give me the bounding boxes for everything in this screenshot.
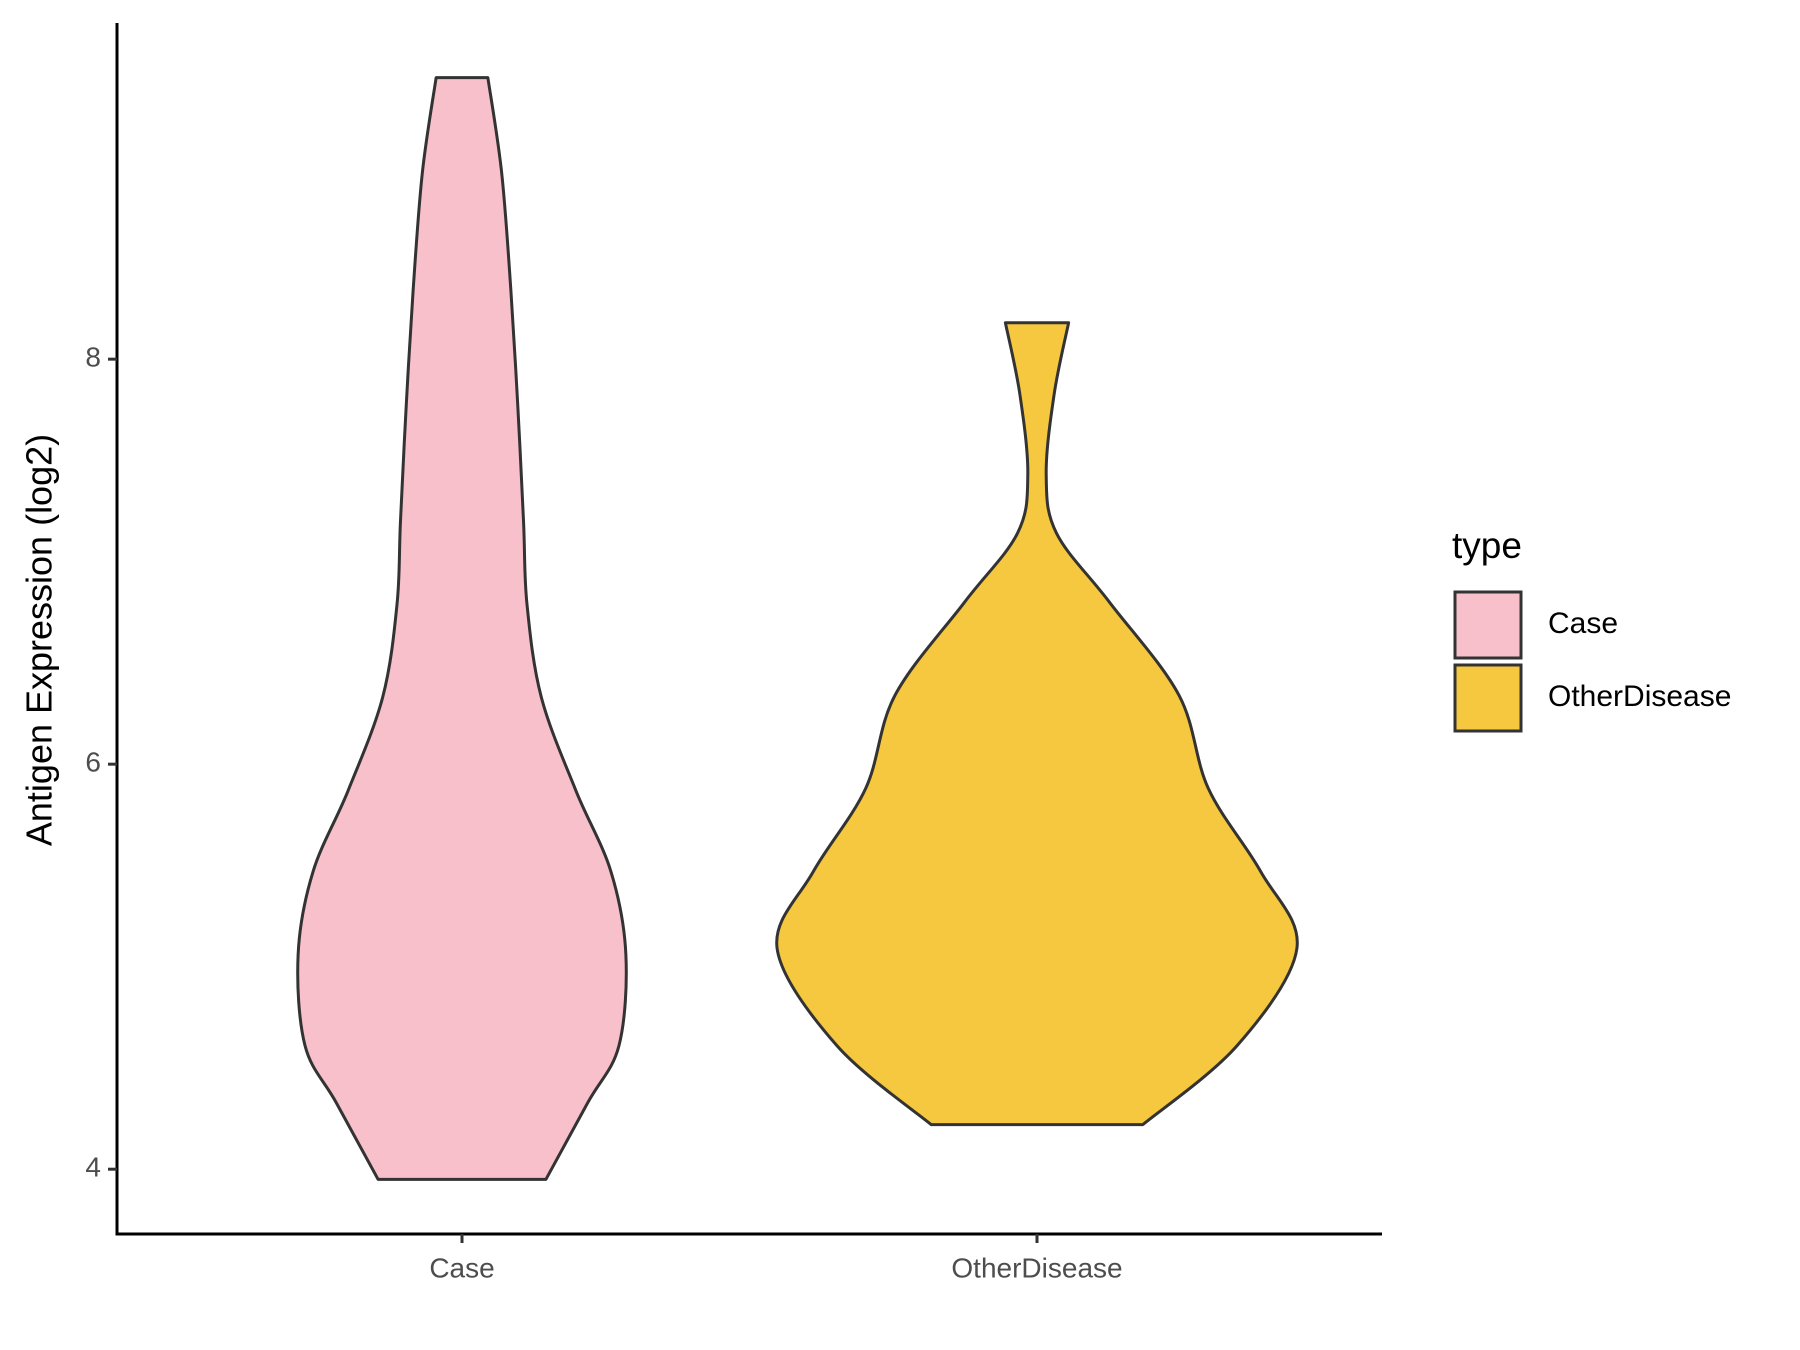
legend-title: type (1452, 525, 1522, 566)
x-tick-label: OtherDisease (951, 1252, 1122, 1283)
legend-label: Case (1548, 607, 1618, 640)
x-tick-label: Case (429, 1252, 494, 1283)
y-tick-label: 6 (85, 747, 101, 778)
y-tick-label: 8 (85, 342, 101, 373)
violin (775, 321, 1299, 1127)
legend-label: OtherDisease (1548, 680, 1731, 713)
violin (296, 76, 628, 1181)
legend-key (1453, 663, 1523, 733)
y-axis-title: Antigen Expression (log2) (19, 434, 60, 846)
legend-key (1453, 590, 1523, 660)
y-tick-label: 4 (85, 1152, 101, 1183)
